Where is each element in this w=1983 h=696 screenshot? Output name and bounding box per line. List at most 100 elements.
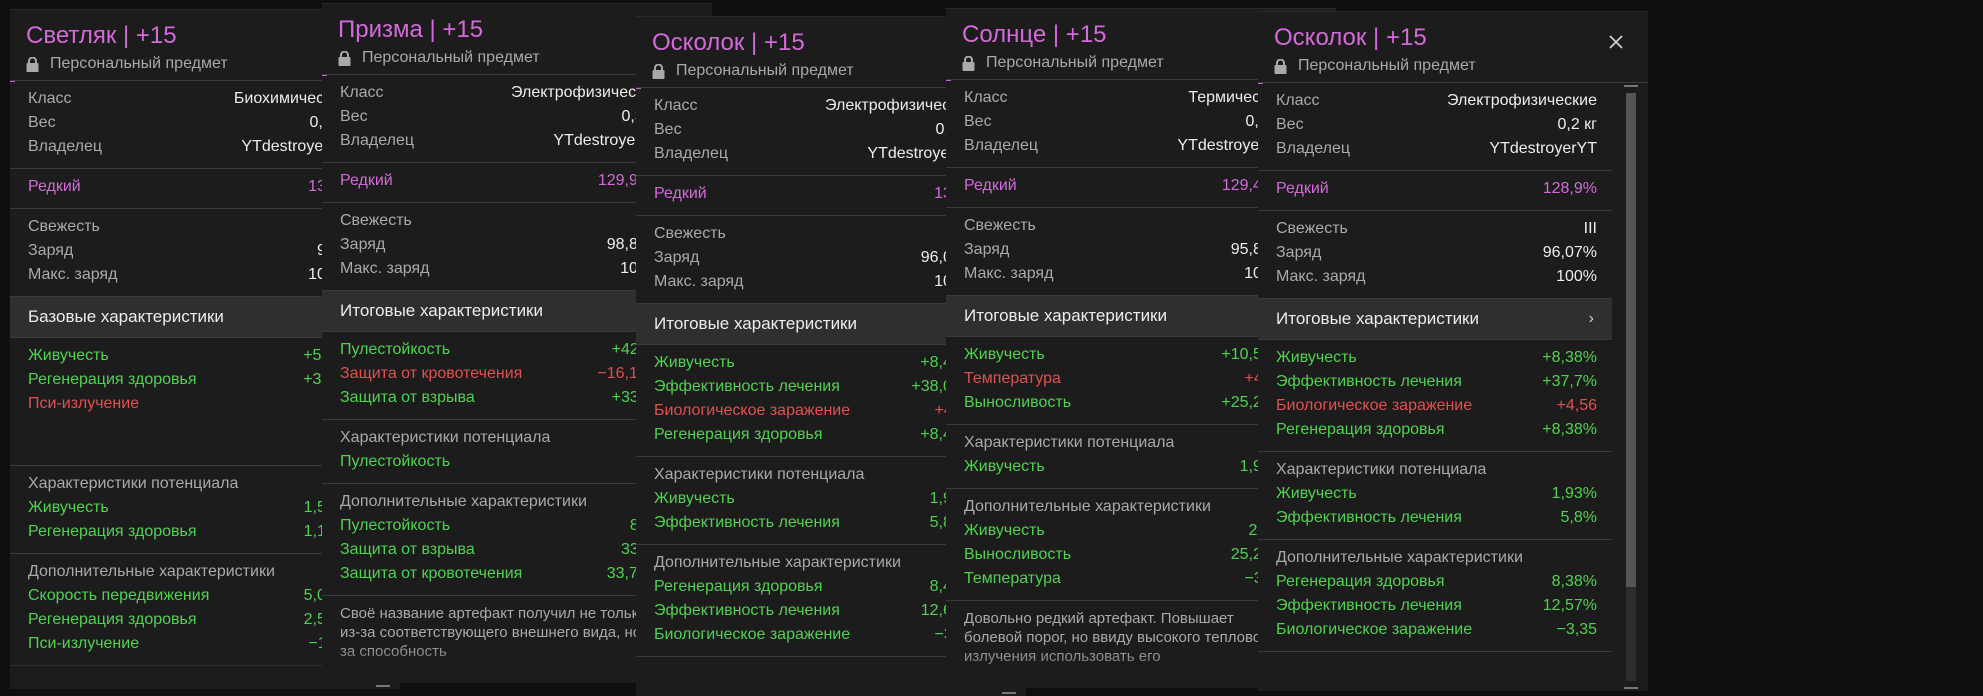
class-value: Электрофизические xyxy=(825,97,975,114)
stat-name: Выносливость xyxy=(964,546,1072,563)
freshness-label: Свежесть xyxy=(1276,220,1348,237)
rarity-section: Редкий130% xyxy=(636,176,990,216)
stats-toggle-label: Итоговые характеристики xyxy=(654,314,857,333)
scrollbar[interactable] xyxy=(1624,85,1638,689)
stats-toggle[interactable]: Базовые характеристики‹ xyxy=(10,297,364,338)
stat-value: 12,57% xyxy=(1542,597,1597,614)
stats-toggle[interactable]: Итоговые характеристики› xyxy=(322,291,676,332)
artifact-title: Осколок | +15 xyxy=(652,29,805,56)
stats-toggle-label: Итоговые характеристики xyxy=(340,301,543,320)
stat-name: Защита от кровотечения xyxy=(340,565,523,582)
stats-toggle[interactable]: Итоговые характеристики› xyxy=(636,304,990,345)
stat-name: Регенерация здоровья xyxy=(28,371,197,388)
class-row: Класс Электрофизические xyxy=(1258,89,1612,113)
stat-row: Пулестойкость+42,23 xyxy=(322,338,676,362)
extra-heading: Дополнительные характеристики xyxy=(1276,549,1523,566)
rarity-section: Редкий130% xyxy=(10,169,364,209)
scrollbar-thumb[interactable] xyxy=(1626,93,1636,587)
close-icon[interactable] xyxy=(1606,32,1626,52)
stat-row: Защита от взрыва+33,78 xyxy=(322,386,676,410)
stat-row: Эффективность лечения +38,02% xyxy=(636,375,990,399)
description-text: Своё название артефакт получил не только… xyxy=(340,605,654,660)
subtitle-text: Персональный предмет xyxy=(986,54,1164,71)
charge-label: Заряд xyxy=(28,242,74,259)
stat-value: +4,56 xyxy=(1556,397,1597,414)
subtitle-text: Персональный предмет xyxy=(1298,57,1476,74)
stat-name: Защита от взрыва xyxy=(340,541,475,558)
stat-name: Регенерация здоровья xyxy=(28,611,197,628)
owner-label: Владелец xyxy=(1276,140,1351,157)
charge-label: Заряд xyxy=(964,241,1010,258)
owner-row: Владелец YTdestroyerYT xyxy=(10,135,364,159)
charge-label: Заряд xyxy=(340,236,386,253)
potential-section: Характеристики потенциала Живучесть1,95%… xyxy=(636,457,990,545)
stat-value: 8,38% xyxy=(1551,573,1597,590)
class-label: Класс xyxy=(28,90,72,107)
panel-header[interactable]: Осколок | +15 Персональный предмет xyxy=(1258,12,1648,83)
stat-name: Пси-излучение xyxy=(28,635,140,652)
rarity-row: Редкий 128,9% xyxy=(1258,177,1612,201)
stat-row: Температура+4,59 xyxy=(946,367,1300,391)
artifact-panel-5: Осколок | +15 Персональный предмет Класс… xyxy=(1258,11,1648,691)
stat-name: Выносливость xyxy=(964,394,1072,411)
stat-row: Пси-излучение+8 xyxy=(10,392,364,416)
stat-row: Живучесть +10,52% xyxy=(946,343,1300,367)
extra-heading: Дополнительные характеристики xyxy=(964,498,1211,515)
potential-heading: Характеристики потенциала xyxy=(964,434,1175,451)
stat-row: Пулестойкость7,8 xyxy=(322,450,676,474)
maxcharge-label: Макс. заряд xyxy=(964,265,1054,282)
weight-label: Вес xyxy=(964,113,992,130)
maxcharge-label: Макс. заряд xyxy=(1276,268,1366,285)
owner-value: YTdestroyerYT xyxy=(1489,140,1597,157)
stat-name: Температура xyxy=(964,370,1061,387)
stat-row: Регенерация здоровья 8,38% xyxy=(1258,570,1612,594)
stat-name: Живучесть xyxy=(654,490,735,507)
empty-space xyxy=(10,416,364,456)
panel-body: Класс Электрофизические Вес 0,2 кг Владеле… xyxy=(1258,83,1648,691)
freshness-label: Свежесть xyxy=(964,217,1036,234)
potential-section: Характеристики потенциала Пулестойкость7… xyxy=(322,420,676,484)
charge-label: Заряд xyxy=(654,249,700,266)
class-value: Электрофизические xyxy=(511,84,661,101)
class-label: Класс xyxy=(1276,92,1320,109)
stat-name: Пулестойкость xyxy=(340,453,451,470)
stat-name: Живучесть xyxy=(964,522,1045,539)
stat-name: Пси-излучение xyxy=(28,395,140,412)
stat-name: Биологическое заражение xyxy=(654,626,851,643)
stat-name: Живучесть xyxy=(28,499,109,516)
stat-name: Живучесть xyxy=(654,354,735,371)
weight-label: Вес xyxy=(1276,116,1304,133)
stat-row: Биологическое заражение−3,38 xyxy=(636,623,990,647)
rarity-label: Редкий xyxy=(1276,180,1329,197)
stat-name: Температура xyxy=(964,570,1061,587)
stats-toggle-label: Базовые характеристики xyxy=(28,307,224,326)
stat-row: Биологическое заражение+4,62 xyxy=(636,399,990,423)
stat-name: Регенерация здоровья xyxy=(1276,421,1445,438)
owner-row: Владелец YTdestroyerYT xyxy=(636,142,990,166)
class-row: Класс Электрофизические xyxy=(636,94,990,118)
stats-toggle[interactable]: Итоговые характеристики› xyxy=(1258,299,1612,340)
stats-toggle[interactable]: Итоговые характеристики› xyxy=(946,296,1300,337)
stat-name: Регенерация здоровья xyxy=(1276,573,1445,590)
rarity-row: Редкий 129,94% xyxy=(322,169,676,193)
stat-value: +8,38% xyxy=(1542,349,1597,366)
stat-value: 1,93% xyxy=(1551,485,1597,502)
personal-item-label: Персональный предмет xyxy=(652,62,854,80)
subtitle-text: Персональный предмет xyxy=(362,49,540,66)
stat-name: Регенерация здоровья xyxy=(654,578,823,595)
